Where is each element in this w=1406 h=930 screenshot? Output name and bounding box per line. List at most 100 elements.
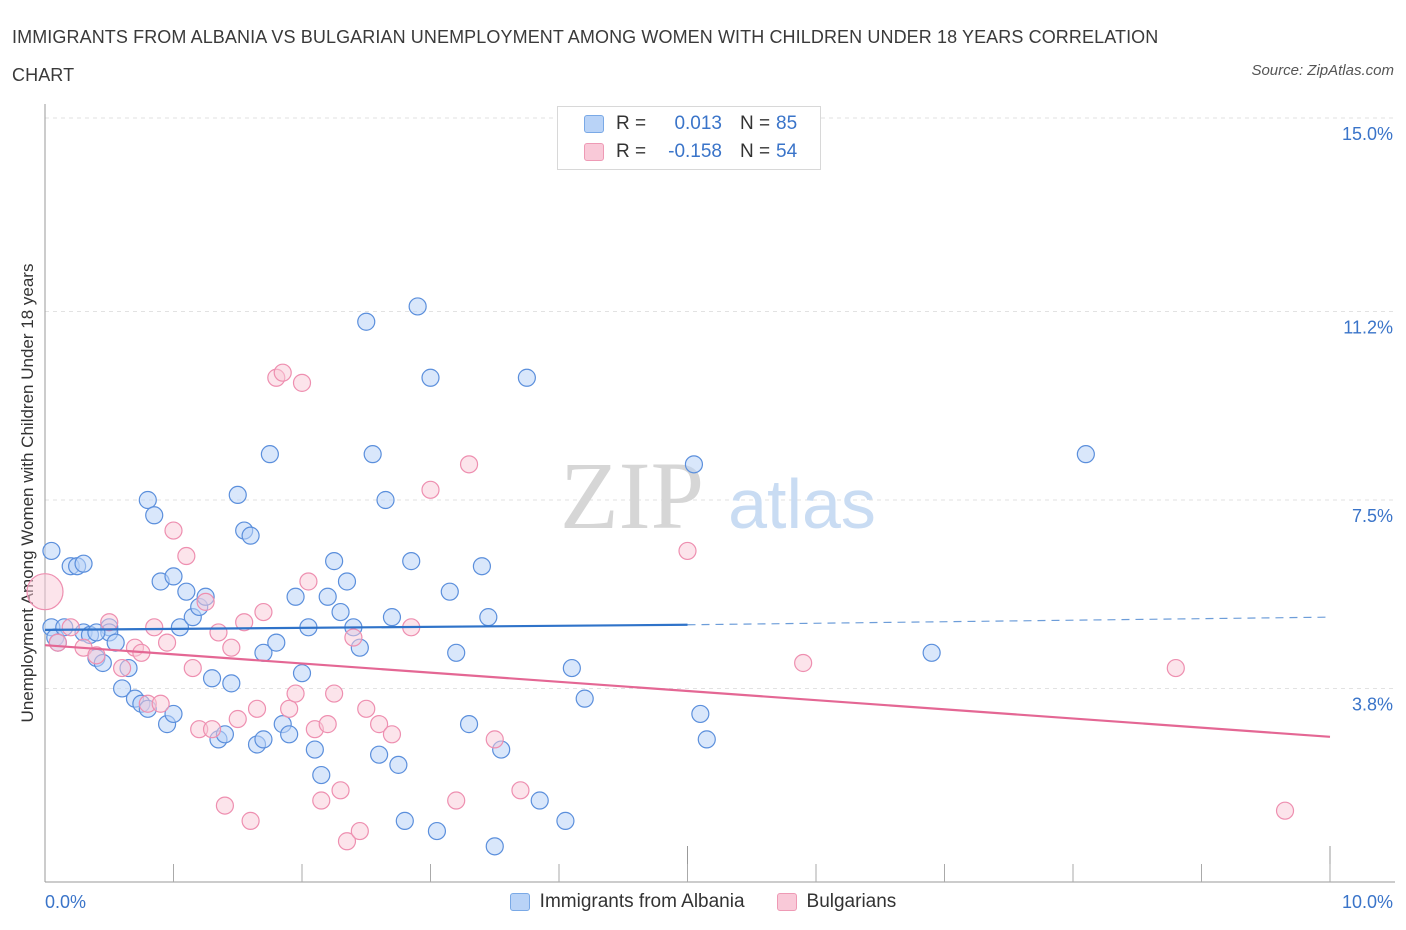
bulgarians-point [1166,658,1185,678]
bulgarians-point [228,709,247,729]
bulgarians-point [678,541,697,561]
albania-point [408,297,427,316]
bulgarians-point [280,699,299,718]
bulgarians-point [145,618,164,637]
albania-point [337,572,357,591]
albania-point [318,587,337,606]
bulgarians-point [421,480,440,499]
albania-point [286,587,305,606]
bulgarians-point [164,521,183,540]
bulgarians-point [202,720,222,739]
albania-point [357,312,376,331]
tick-labels: 3.8% 7.5% 11.2% 15.0% 0.0% 10.0% [45,124,1393,912]
albania-point [922,643,941,662]
albania-point [485,837,504,856]
bulgarians-point [318,715,337,734]
albania-point [202,669,222,688]
albania-point [87,623,106,642]
bulgarians-point [485,730,504,749]
y-tick-label: 11.2% [1343,318,1393,338]
bulgarians-point [235,613,254,632]
n-value: 54 [776,141,798,162]
r-value: 0.013 [674,113,722,134]
legend-swatch-blue [584,115,604,133]
bulgarians-point [357,699,376,718]
n-label: N = [740,113,771,134]
bulgarians-point [196,592,215,611]
bulgarians-point [459,455,479,474]
series-bulgarians-points [26,363,1295,851]
albania-point [106,633,125,652]
albania-point [74,554,93,573]
r-label: R = [616,141,647,162]
albania-point [691,704,710,724]
albania-point [389,755,408,774]
albania-point [402,552,421,571]
albania-point [222,674,241,693]
albania-point [292,664,312,683]
series-albania-points [42,297,1095,856]
legend-swatch-pink [776,893,797,911]
y-tick-label: 15.0% [1342,124,1393,144]
bulgarians-point [312,791,331,810]
bulgarians-point [370,715,389,734]
bulgarians-point [48,633,67,652]
x-tick-label: 0.0% [45,892,86,912]
albania-trend-extension [687,616,1331,626]
bulgarians-point [61,618,80,637]
r-value: -0.158 [668,141,722,162]
albania-point [164,567,183,586]
albania-point [331,602,350,622]
albania-point [164,704,183,724]
bulgarians-point [331,781,350,800]
bulgarians-point [183,658,202,678]
legend-label-bulgarians: Bulgarians [806,891,897,912]
albania-point [395,811,414,830]
bulgarians-point [26,573,64,611]
albania-point [376,490,395,510]
legend-swatch-blue [509,893,530,911]
y-tick-label: 3.8% [1352,694,1393,714]
bulgarians-point [350,821,369,841]
bulgarians-point [209,623,228,642]
albania-point [325,552,344,571]
albania-point [479,608,498,627]
source-label: Source: ZipAtlas.com [1251,62,1394,79]
albania-point [1076,445,1095,464]
albania-point [138,490,157,510]
albania-point [177,582,196,601]
bulgarians-point [177,546,196,566]
legend-swatch-pink [584,143,604,161]
bulgarians-point [222,638,241,657]
albania-point [228,485,247,505]
bulgarians-point [247,699,267,718]
albania-point [684,455,704,474]
bulgarians-point [382,725,402,744]
albania-point [305,740,324,759]
bulgarians-point [325,684,344,703]
bulgarians-point [344,628,363,647]
legend-item-albania[interactable]: Immigrants from Albania [509,891,745,913]
bulgarians-point [447,791,466,810]
albania-point [440,582,459,601]
albania-point [517,368,536,387]
albania-point [472,557,491,576]
axes [44,104,1395,883]
bulgarians-point [157,633,177,652]
trend-lines [44,616,1331,738]
watermark-atlas: atlas [728,465,876,543]
albania-point [170,618,190,637]
bulgarians-point [794,653,813,673]
albania-point [459,715,479,734]
bulgarians-point [151,694,170,713]
albania-trend-line [44,623,688,631]
legend-row-albania: R = 0.013 N = 85 [584,111,797,137]
bulgarians-point [273,363,292,382]
bulgarians-point [299,572,318,591]
grid-lines [45,117,1395,689]
albania-point [312,765,331,785]
albania-point [280,725,299,744]
albania-point [421,368,440,387]
bulgarians-point [1275,801,1295,820]
legend-item-bulgarians[interactable]: Bulgarians [776,891,897,913]
